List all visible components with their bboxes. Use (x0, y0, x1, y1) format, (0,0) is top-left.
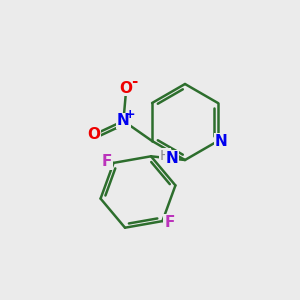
Text: N: N (166, 151, 178, 166)
Text: N: N (117, 113, 130, 128)
Text: F: F (101, 154, 112, 169)
Text: F: F (164, 214, 175, 230)
Text: N: N (214, 134, 227, 148)
Text: H: H (160, 149, 170, 163)
Text: +: + (125, 108, 136, 122)
Text: O: O (120, 80, 133, 95)
Text: O: O (87, 127, 100, 142)
Text: -: - (131, 74, 137, 88)
